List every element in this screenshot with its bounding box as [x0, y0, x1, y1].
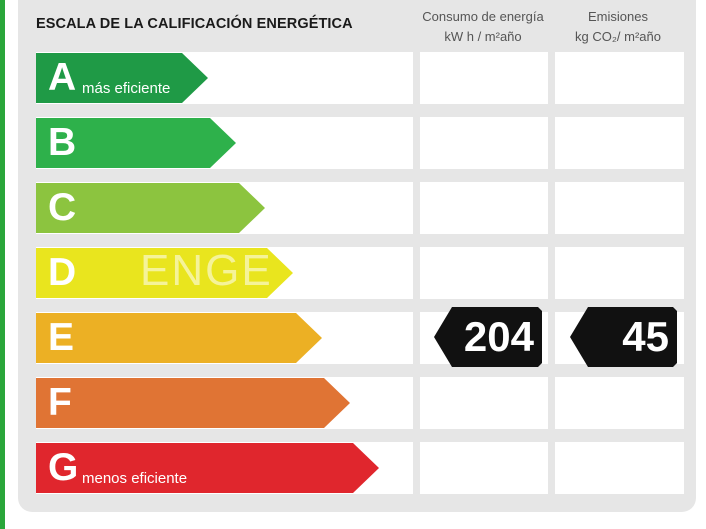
left-accent-bar — [0, 0, 5, 529]
rating-arrow-g — [36, 443, 379, 493]
rating-row-f: F — [36, 377, 413, 429]
consumo-value-badge: 204 — [434, 307, 542, 367]
rating-row-c: C — [36, 182, 413, 234]
consumo-value: 204 — [463, 313, 534, 360]
watermark-text: ENGE — [140, 246, 273, 295]
consumo-cell-a — [420, 52, 548, 104]
consumo-cell-f — [420, 377, 548, 429]
consumo-cell-c — [420, 182, 548, 234]
emisiones-cell-b — [555, 117, 684, 169]
emisiones-cell-c — [555, 182, 684, 234]
rating-letter-e: E — [48, 316, 75, 359]
rating-arrow-b — [36, 118, 236, 168]
rating-arrow-a — [36, 53, 208, 103]
rating-letter-c: C — [48, 186, 77, 229]
emisiones-cell-g — [555, 442, 684, 494]
rating-row-a: A más eficiente — [36, 52, 413, 104]
emisiones-value-badge: 45 — [570, 307, 677, 367]
rating-row-b: B — [36, 117, 413, 169]
consumo-cell-d — [420, 247, 548, 299]
emisiones-badge-shape — [570, 307, 677, 367]
rating-arrow-f — [36, 378, 350, 428]
emisiones-cell-a — [555, 52, 684, 104]
consumo-header-line1: Consumo de energía — [422, 9, 544, 24]
consumo-cell-g — [420, 442, 548, 494]
rating-letter-d: D — [48, 251, 77, 294]
scale-title: ESCALA DE LA CALIFICACIÓN ENERGÉTICA — [36, 16, 353, 32]
emisiones-header-line1: Emisiones — [588, 9, 648, 24]
emisiones-value: 45 — [622, 313, 669, 360]
rating-arrow-e — [36, 313, 322, 363]
rating-row-d: D — [36, 247, 413, 299]
emisiones-header: Emisiones kg CO₂/ m²año — [553, 7, 683, 47]
emisiones-header-line2: kg CO₂/ m²año — [575, 29, 661, 44]
consumo-badge-shape — [434, 307, 542, 367]
rating-row-e: E — [36, 312, 413, 364]
consumo-cell-b — [420, 117, 548, 169]
emisiones-cell-d — [555, 247, 684, 299]
rating-letter-b: B — [48, 121, 77, 164]
consumo-header-line2: kW h / m²año — [444, 29, 522, 44]
rating-arrow-c — [36, 183, 265, 233]
rating-sublabel-g: menos eficiente — [82, 470, 188, 487]
rating-letter-f: F — [48, 381, 72, 424]
emisiones-cell-f — [555, 377, 684, 429]
rating-letter-g: G — [48, 446, 79, 489]
consumo-header: Consumo de energía kW h / m²año — [418, 7, 548, 47]
rating-row-g: G menos eficiente — [36, 442, 413, 494]
rating-letter-a: A — [48, 56, 77, 99]
rating-sublabel-a: más eficiente — [82, 80, 171, 97]
rating-arrow-d — [36, 248, 293, 298]
